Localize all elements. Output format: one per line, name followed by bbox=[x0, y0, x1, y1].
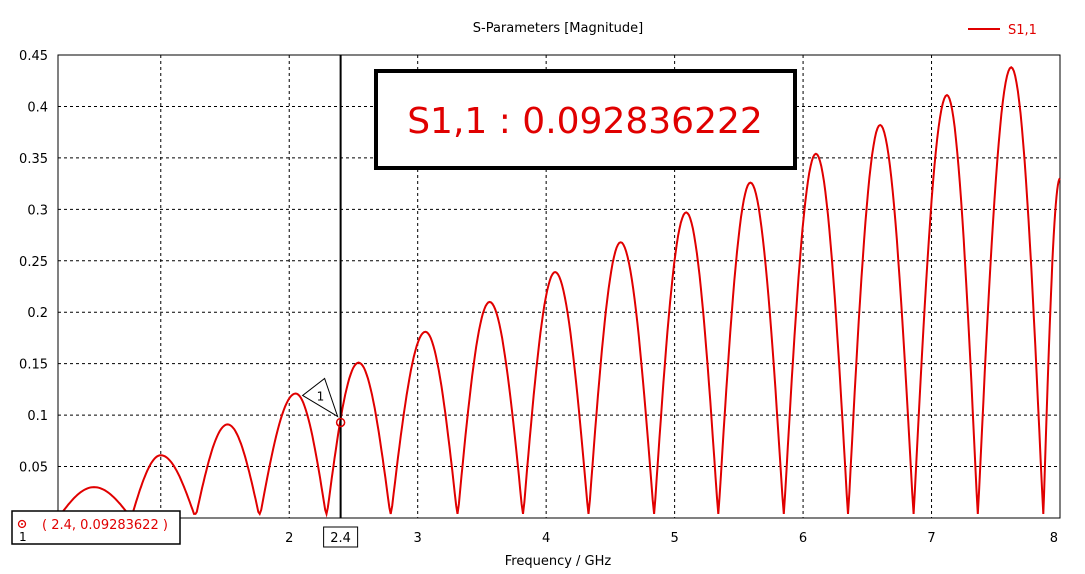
marker-readout-text: ( 2.4, 0.09283622 ) bbox=[42, 518, 168, 533]
y-tick-label: 0.2 bbox=[27, 306, 48, 321]
x-tick-label: 7 bbox=[927, 531, 935, 546]
y-tick-label: 0.3 bbox=[27, 203, 48, 218]
marker-flag-label: 1 bbox=[317, 389, 325, 403]
x-tick-label: 4 bbox=[542, 531, 550, 546]
y-tick-label: 0.4 bbox=[27, 100, 48, 115]
marker-readout-box bbox=[11, 510, 181, 545]
legend: S1,1 bbox=[968, 23, 1037, 38]
x-tick-label: 6 bbox=[799, 531, 807, 546]
y-tick-label: 0.25 bbox=[19, 255, 48, 270]
marker-flag[interactable] bbox=[301, 377, 339, 418]
x-tick-label: 5 bbox=[670, 531, 678, 546]
readout-marker-icon bbox=[17, 519, 27, 529]
marker-point[interactable] bbox=[335, 417, 346, 428]
series-line-s11 bbox=[57, 66, 1061, 519]
chart-title: S-Parameters [Magnitude] bbox=[473, 21, 644, 36]
legend-label-s11: S1,1 bbox=[1008, 23, 1037, 38]
y-tick-label: 0.05 bbox=[19, 461, 48, 476]
x-tick-label: 3 bbox=[414, 531, 422, 546]
series-group bbox=[57, 66, 1061, 519]
annotation-box bbox=[374, 69, 797, 170]
annotation-text: S1,1 : 0.092836222 bbox=[407, 101, 763, 142]
grid bbox=[58, 55, 1060, 518]
marker-axis-box bbox=[323, 526, 359, 548]
y-tick-label: 0.15 bbox=[19, 358, 48, 373]
x-tick-label: 2 bbox=[285, 531, 293, 546]
x-tick-label: 8 bbox=[1050, 531, 1058, 546]
x-axis-label: Frequency / GHz bbox=[505, 554, 612, 569]
readout-marker-dot bbox=[21, 523, 23, 525]
y-tick-label: 0.1 bbox=[27, 409, 48, 424]
readout-index: 1 bbox=[19, 530, 27, 544]
x-tick-labels: 12345678 bbox=[157, 531, 1058, 546]
marker-axis-label: 2.4 bbox=[330, 531, 351, 546]
y-tick-labels: 0.05 0.1 0.15 0.2 0.25 0.3 0.35 0.4 0.45 bbox=[19, 49, 48, 476]
y-tick-label: 0.45 bbox=[19, 49, 48, 64]
y-tick-label: 0.35 bbox=[19, 152, 48, 167]
